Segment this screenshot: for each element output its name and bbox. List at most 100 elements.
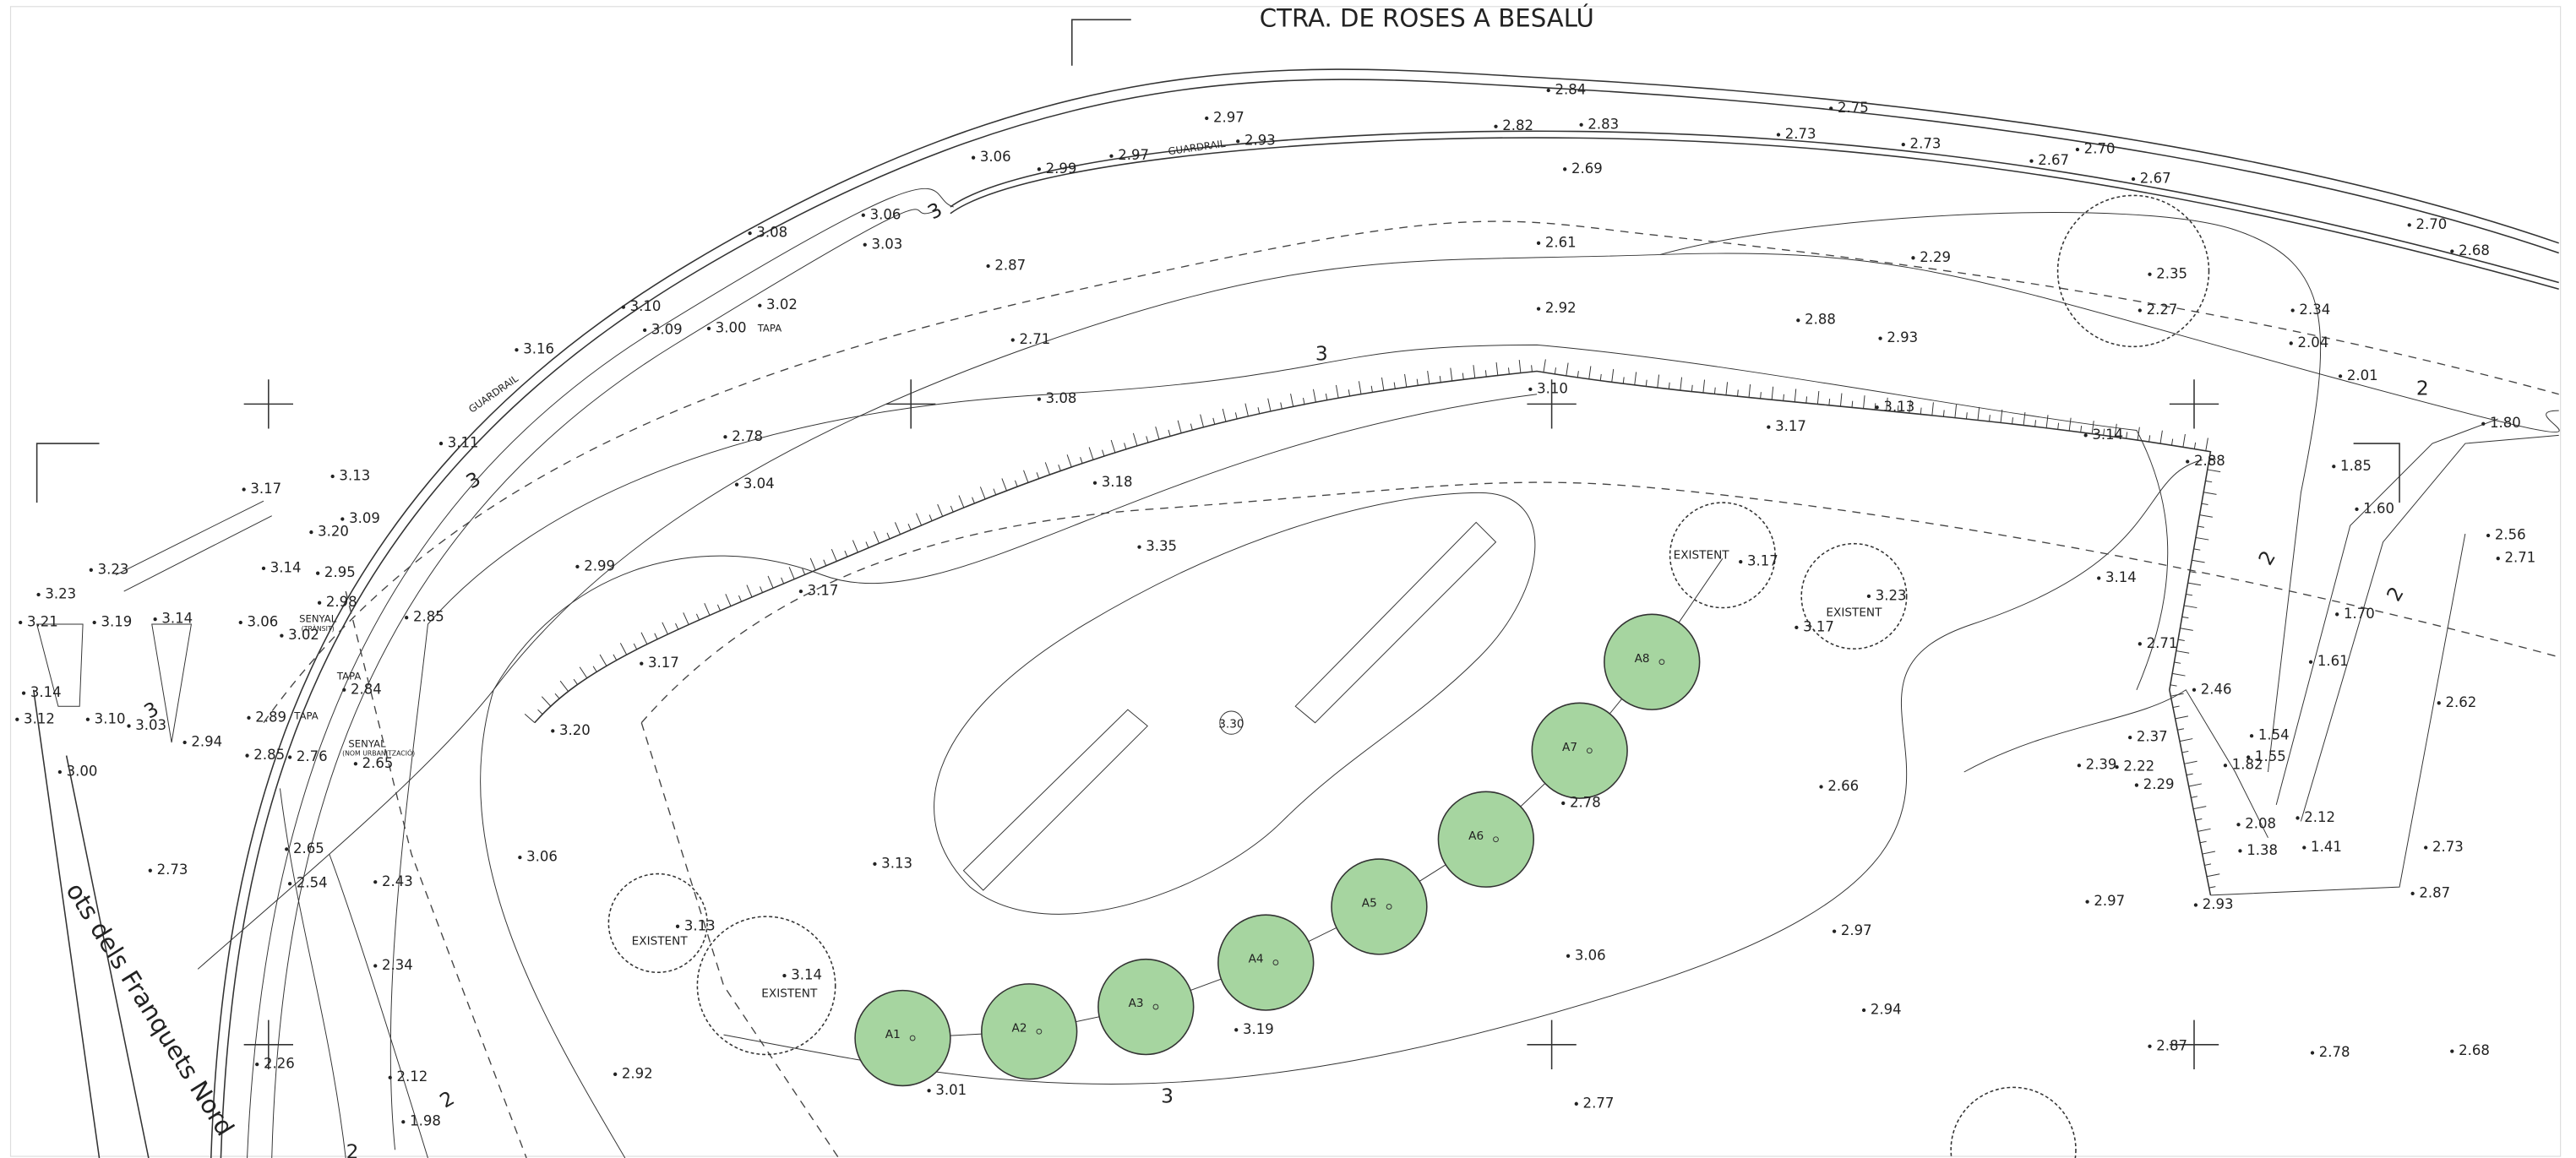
spot-point [2131,177,2136,182]
spot-point [2148,272,2152,276]
tree-center [1152,1003,1159,1010]
hatch [2191,796,2198,798]
hatch [2193,442,2197,449]
cross [1527,379,1577,429]
hatch [2170,438,2174,446]
spot-elevation: 1.80 [2490,415,2521,431]
existing-trees [607,194,2210,1158]
spot-elevation: 2.04 [2298,334,2329,351]
spot-point [2496,557,2500,561]
hatch [2114,423,2117,438]
spot-elevation: 1.54 [2258,727,2290,743]
tree [981,983,1078,1080]
spot-point [2085,900,2089,904]
tree-label: A2 [1012,1021,1027,1035]
existing-tree [1669,502,1776,609]
hatch [802,568,806,575]
spot-point [613,1072,618,1076]
spot-point [1205,116,1209,121]
spot-elevation: 3.14 [270,559,302,575]
hatch [633,643,638,650]
hatch [993,488,997,496]
hatch [1657,374,1660,389]
spot-elevation: 3.23 [98,561,129,577]
tree [854,989,951,1087]
spot-elevation: 2.92 [1545,300,1577,316]
hatch [1771,386,1774,400]
spot-elevation: 2.54 [297,875,328,891]
spot-elevation: 2.97 [2094,893,2125,909]
spot-point [2077,764,2082,768]
hatch [725,594,732,606]
spot-elevation: 3.35 [1146,538,1177,554]
hatch [524,714,536,724]
spot-elevation: 2.26 [264,1056,295,1072]
hatch [1484,370,1487,378]
hatch [1146,436,1149,443]
hatch [1599,373,1602,381]
spot-elevation: 3.09 [349,510,380,526]
spot-elevation: 2.94 [1871,1001,1902,1017]
spot-elevation: 2.68 [2459,1042,2490,1058]
spot-point [1563,167,1567,171]
spot-elevation: 2.73 [1910,136,1942,152]
spot-elevation: 2.94 [191,733,222,749]
annotation: SENYAL [299,613,337,625]
spot-point [1137,545,1141,549]
spot-elevation: 3.17 [648,655,679,671]
hatch [2148,435,2151,443]
hatch [1001,478,1007,492]
tree-center [1658,659,1665,666]
hatch [1427,371,1430,384]
hatch [2195,818,2203,821]
hatch [1725,382,1729,395]
spot-elevation: 2.85 [413,609,444,625]
spot-elevation: 2.97 [1841,922,1872,938]
spot-point [551,729,555,733]
spot-point [1796,318,1800,323]
spot-elevation: 3.01 [935,1082,967,1098]
hatch [1518,360,1522,373]
spot-elevation: 3.03 [872,236,903,252]
spot-elevation: 2.87 [2156,1037,2187,1053]
spot-elevation: 2.75 [1838,100,1869,116]
hatch [1450,367,1453,382]
spot-point [2186,459,2190,464]
hatch [2091,421,2094,434]
spot-elevation: 3.12 [24,710,55,726]
spot-elevation: 2.69 [1571,160,1603,177]
hatch [1508,367,1510,375]
spot-elevation: 3.08 [1046,390,1077,406]
hatch [1066,454,1072,468]
spot-point [758,303,762,307]
hatch [2197,525,2204,528]
hatch [2000,409,2003,423]
spot-elevation: 2.12 [397,1068,428,1085]
spot-elevation: 1.38 [2247,842,2278,858]
hatch [1102,449,1105,457]
spot-elevation: 3.08 [756,225,787,241]
cross [1527,1019,1577,1069]
hatch [760,586,763,593]
hatch [1110,439,1116,453]
spot-point [1832,929,1837,933]
hatch [2208,886,2216,889]
spot-elevation: 3.11 [448,435,479,451]
hatch [1381,377,1385,391]
spot-point [1566,954,1571,958]
spot-elevation: 2.34 [2299,302,2330,318]
hatch [2172,672,2186,677]
hatch [2057,422,2060,430]
hatch [873,530,880,544]
spot-point [182,740,187,745]
spot-elevation: 2.35 [2156,265,2187,281]
spot-elevation: 2.37 [2137,729,2168,745]
spot-elevation: 3.19 [1243,1021,1274,1037]
hatch [1839,393,1843,407]
hatch [541,696,552,707]
spot-point [2138,642,2142,646]
spot-elevation: 3.06 [980,149,1011,165]
hatch [1473,365,1476,378]
spot-point [675,924,680,928]
hatch [2205,438,2208,451]
